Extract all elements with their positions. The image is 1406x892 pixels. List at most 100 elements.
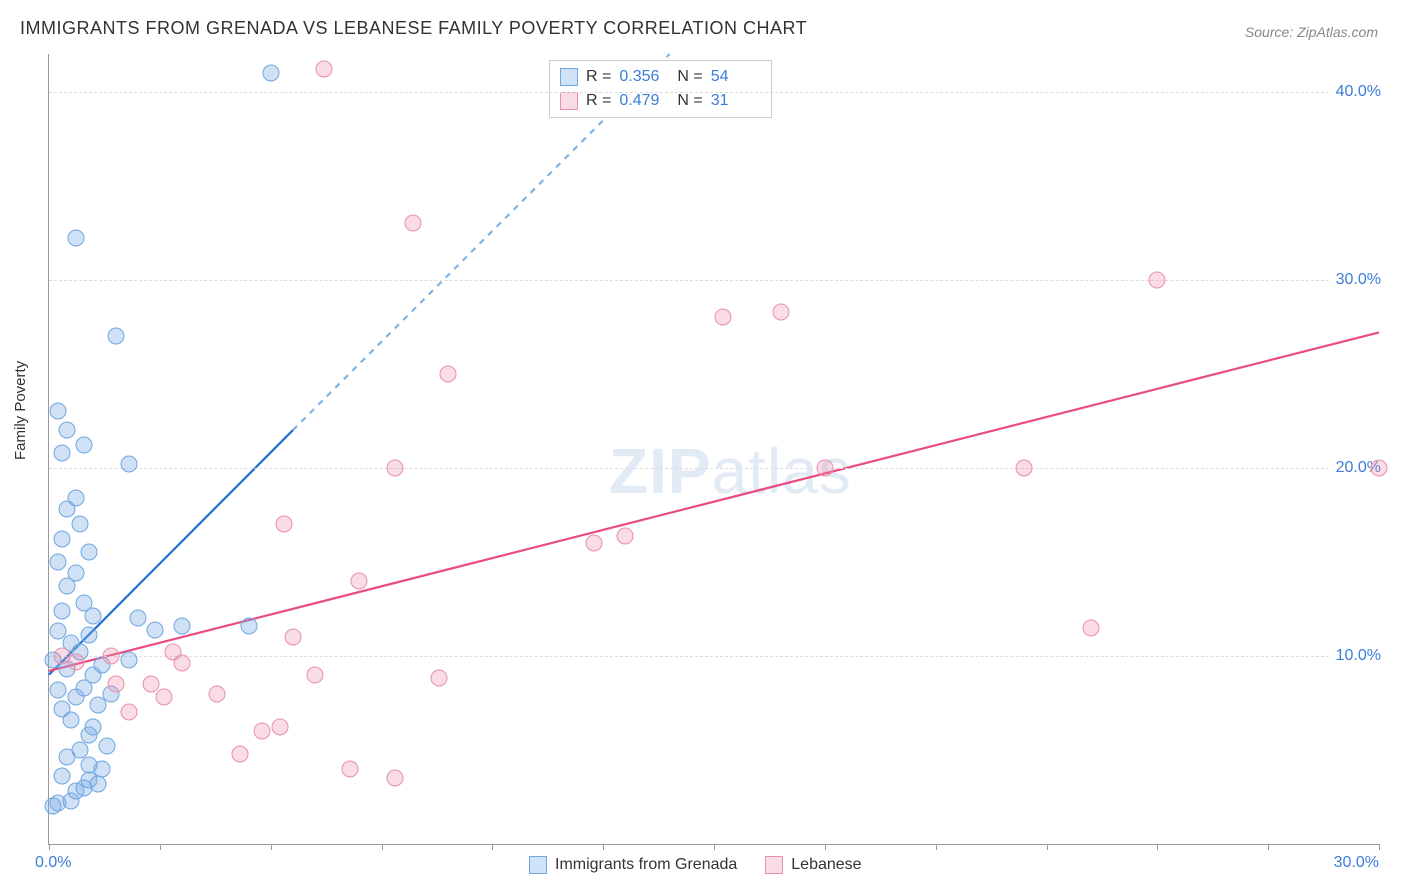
scatter-point	[85, 719, 102, 736]
scatter-point	[54, 531, 71, 548]
scatter-point	[49, 403, 66, 420]
scatter-point	[67, 653, 84, 670]
scatter-point	[80, 757, 97, 774]
r-value-1: 0.356	[619, 65, 669, 89]
scatter-point	[431, 670, 448, 687]
x-tick	[160, 844, 161, 850]
n-value-1: 54	[711, 65, 761, 89]
scatter-point	[1082, 619, 1099, 636]
scatter-point	[49, 623, 66, 640]
x-tick	[382, 844, 383, 850]
source-attribution: Source: ZipAtlas.com	[1245, 24, 1378, 40]
scatter-point	[386, 459, 403, 476]
scatter-point	[404, 215, 421, 232]
scatter-point	[147, 621, 164, 638]
scatter-point	[129, 610, 146, 627]
scatter-point	[1016, 459, 1033, 476]
stats-box: R = 0.356 N = 54 R = 0.479 N = 31	[549, 60, 772, 118]
scatter-point	[76, 437, 93, 454]
scatter-point	[80, 627, 97, 644]
r-label-1: R =	[586, 65, 611, 89]
x-tick	[1379, 844, 1380, 850]
scatter-point	[386, 770, 403, 787]
y-tick-label: 10.0%	[1330, 647, 1381, 665]
watermark-bold: ZIP	[609, 435, 712, 507]
scatter-point	[120, 456, 137, 473]
x-tick-label-right: 30.0%	[1334, 854, 1379, 872]
scatter-point	[772, 303, 789, 320]
scatter-point	[262, 64, 279, 81]
legend-item-2: Lebanese	[765, 856, 861, 874]
scatter-point	[67, 230, 84, 247]
gridline-h	[49, 92, 1379, 93]
chart-title: IMMIGRANTS FROM GRENADA VS LEBANESE FAMI…	[20, 18, 807, 39]
x-tick	[936, 844, 937, 850]
scatter-point	[67, 489, 84, 506]
trendlines-svg	[49, 54, 1379, 844]
y-tick-label: 30.0%	[1330, 271, 1381, 289]
stats-swatch-2	[560, 92, 578, 110]
x-tick	[1268, 844, 1269, 850]
scatter-point	[120, 651, 137, 668]
scatter-point	[67, 565, 84, 582]
scatter-point	[617, 527, 634, 544]
plot-area: ZIPatlas R = 0.356 N = 54 R = 0.479 N = …	[48, 54, 1379, 845]
scatter-point	[103, 647, 120, 664]
legend-swatch-2	[765, 856, 783, 874]
x-tick	[1157, 844, 1158, 850]
legend-swatch-1	[529, 856, 547, 874]
scatter-point	[98, 738, 115, 755]
y-tick-label: 40.0%	[1330, 83, 1381, 101]
scatter-point	[209, 685, 226, 702]
x-tick	[49, 844, 50, 850]
scatter-point	[72, 516, 89, 533]
scatter-point	[586, 535, 603, 552]
x-tick	[271, 844, 272, 850]
gridline-h	[49, 280, 1379, 281]
scatter-point	[284, 629, 301, 646]
scatter-point	[231, 745, 248, 762]
scatter-point	[142, 676, 159, 693]
scatter-point	[315, 61, 332, 78]
scatter-point	[816, 459, 833, 476]
x-tick	[603, 844, 604, 850]
scatter-point	[307, 666, 324, 683]
bottom-legend: Immigrants from Grenada Lebanese	[529, 856, 862, 874]
scatter-point	[107, 328, 124, 345]
stats-row-1: R = 0.356 N = 54	[560, 65, 761, 89]
scatter-point	[120, 704, 137, 721]
scatter-point	[351, 572, 368, 589]
x-tick-label-left: 0.0%	[35, 854, 71, 872]
scatter-point	[54, 602, 71, 619]
scatter-point	[107, 676, 124, 693]
scatter-point	[714, 309, 731, 326]
legend-label-1: Immigrants from Grenada	[555, 856, 737, 874]
gridline-h	[49, 656, 1379, 657]
y-axis-label: Family Poverty	[12, 361, 29, 460]
legend-item-1: Immigrants from Grenada	[529, 856, 737, 874]
stats-swatch-1	[560, 68, 578, 86]
scatter-point	[1371, 459, 1388, 476]
scatter-point	[80, 544, 97, 561]
scatter-point	[174, 617, 191, 634]
scatter-point	[271, 719, 288, 736]
scatter-point	[240, 617, 257, 634]
scatter-point	[1149, 271, 1166, 288]
scatter-point	[54, 768, 71, 785]
scatter-point	[275, 516, 292, 533]
scatter-point	[440, 365, 457, 382]
scatter-point	[49, 681, 66, 698]
scatter-point	[253, 723, 270, 740]
n-label-1: N =	[677, 65, 702, 89]
legend-label-2: Lebanese	[791, 856, 861, 874]
scatter-point	[174, 655, 191, 672]
chart-container: IMMIGRANTS FROM GRENADA VS LEBANESE FAMI…	[0, 0, 1406, 892]
scatter-point	[89, 775, 106, 792]
x-tick	[1047, 844, 1048, 850]
scatter-point	[156, 689, 173, 706]
watermark: ZIPatlas	[609, 434, 852, 508]
scatter-point	[54, 444, 71, 461]
scatter-point	[342, 760, 359, 777]
x-tick	[492, 844, 493, 850]
x-tick	[714, 844, 715, 850]
